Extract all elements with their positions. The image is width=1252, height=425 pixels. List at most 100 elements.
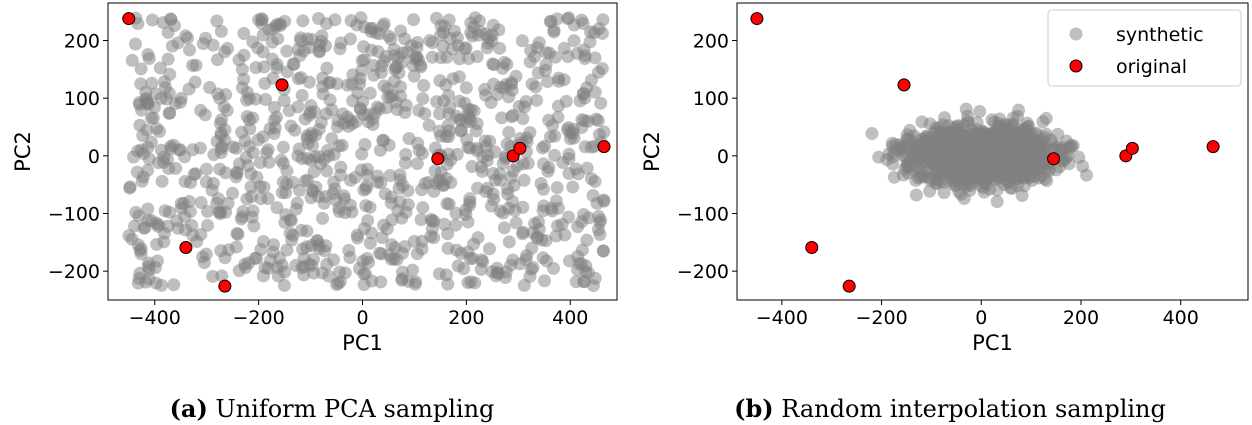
- synthetic-point: [536, 251, 550, 265]
- synthetic-point: [375, 231, 389, 245]
- synthetic-point: [346, 94, 360, 108]
- synthetic-point: [985, 142, 999, 156]
- synthetic-point: [538, 274, 552, 288]
- synthetic-point: [229, 141, 243, 155]
- synthetic-point: [350, 228, 364, 242]
- synthetic-point: [256, 130, 270, 144]
- synthetic-point: [297, 268, 311, 282]
- legend-box: [1047, 9, 1242, 87]
- synthetic-point: [966, 168, 980, 182]
- synthetic-point: [492, 23, 506, 37]
- synthetic-point: [330, 120, 344, 134]
- synthetic-point: [390, 60, 404, 74]
- synthetic-point: [469, 124, 483, 138]
- synthetic-point: [947, 168, 961, 182]
- synthetic-point: [583, 25, 597, 39]
- synthetic-point: [361, 214, 375, 228]
- synthetic-point: [973, 130, 987, 144]
- synthetic-point: [582, 211, 596, 225]
- original-point: [513, 141, 527, 155]
- synthetic-point: [141, 259, 155, 273]
- synthetic-point: [261, 192, 275, 206]
- synthetic-point: [211, 87, 225, 101]
- synthetic-point: [237, 72, 251, 86]
- synthetic-point: [167, 19, 181, 33]
- synthetic-point: [442, 197, 456, 211]
- synthetic-point: [433, 175, 447, 189]
- synthetic-point: [999, 121, 1013, 135]
- synthetic-point: [461, 140, 475, 154]
- synthetic-point: [515, 34, 529, 48]
- synthetic-point: [543, 15, 557, 29]
- synthetic-point: [416, 92, 430, 106]
- synthetic-point: [198, 108, 212, 122]
- synthetic-point: [523, 55, 537, 69]
- synthetic-point: [357, 183, 371, 197]
- synthetic-point: [377, 17, 391, 31]
- synthetic-point: [280, 164, 294, 178]
- x-tick-label: 400: [552, 307, 588, 329]
- synthetic-point: [1018, 163, 1032, 177]
- synthetic-point: [595, 62, 609, 76]
- synthetic-point: [1044, 133, 1058, 147]
- synthetic-point: [141, 202, 155, 216]
- synthetic-point: [178, 210, 192, 224]
- synthetic-point: [141, 163, 155, 177]
- y-tick-label: −200: [677, 261, 729, 283]
- synthetic-point: [134, 241, 148, 255]
- synthetic-point: [444, 176, 458, 190]
- synthetic-point: [356, 254, 370, 268]
- synthetic-point: [288, 123, 302, 137]
- synthetic-point: [575, 243, 589, 257]
- synthetic-point: [363, 236, 377, 250]
- synthetic-point: [276, 140, 290, 154]
- synthetic-point: [300, 173, 314, 187]
- synthetic-point: [300, 129, 314, 143]
- synthetic-point: [461, 276, 475, 290]
- synthetic-point: [158, 81, 172, 95]
- synthetic-point: [197, 256, 211, 270]
- synthetic-point: [412, 103, 426, 117]
- synthetic-point: [459, 81, 473, 95]
- synthetic-point: [575, 121, 589, 135]
- synthetic-point: [502, 235, 516, 249]
- synthetic-point: [471, 231, 485, 245]
- synthetic-point: [247, 219, 261, 233]
- synthetic-point: [452, 70, 466, 84]
- synthetic-point: [432, 267, 446, 281]
- synthetic-point: [865, 126, 879, 140]
- synthetic-point: [395, 211, 409, 225]
- synthetic-point: [289, 202, 303, 216]
- synthetic-point: [464, 103, 478, 117]
- synthetic-point: [422, 118, 436, 132]
- synthetic-point: [193, 141, 207, 155]
- synthetic-point: [529, 80, 543, 94]
- synthetic-point: [478, 82, 492, 96]
- synthetic-point: [189, 58, 203, 72]
- y-tick-label: −100: [677, 203, 729, 225]
- synthetic-point: [244, 180, 258, 194]
- synthetic-point: [373, 246, 387, 260]
- synthetic-point: [234, 212, 248, 226]
- synthetic-point: [547, 261, 561, 275]
- synthetic-point: [415, 242, 429, 256]
- synthetic-point: [453, 113, 467, 127]
- synthetic-point: [274, 153, 288, 167]
- synthetic-point: [470, 49, 484, 63]
- synthetic-point: [588, 51, 602, 65]
- y-axis-label: PC2: [11, 131, 35, 172]
- synthetic-point: [123, 181, 137, 195]
- synthetic-point: [534, 177, 548, 191]
- original-point: [122, 12, 136, 26]
- synthetic-point: [325, 132, 339, 146]
- synthetic-point: [316, 211, 330, 225]
- synthetic-point: [1007, 154, 1021, 168]
- synthetic-point: [149, 87, 163, 101]
- synthetic-point: [334, 36, 348, 50]
- synthetic-point: [500, 182, 514, 196]
- synthetic-point: [449, 206, 463, 220]
- synthetic-point: [471, 181, 485, 195]
- synthetic-point: [181, 31, 195, 45]
- synthetic-point: [932, 166, 946, 180]
